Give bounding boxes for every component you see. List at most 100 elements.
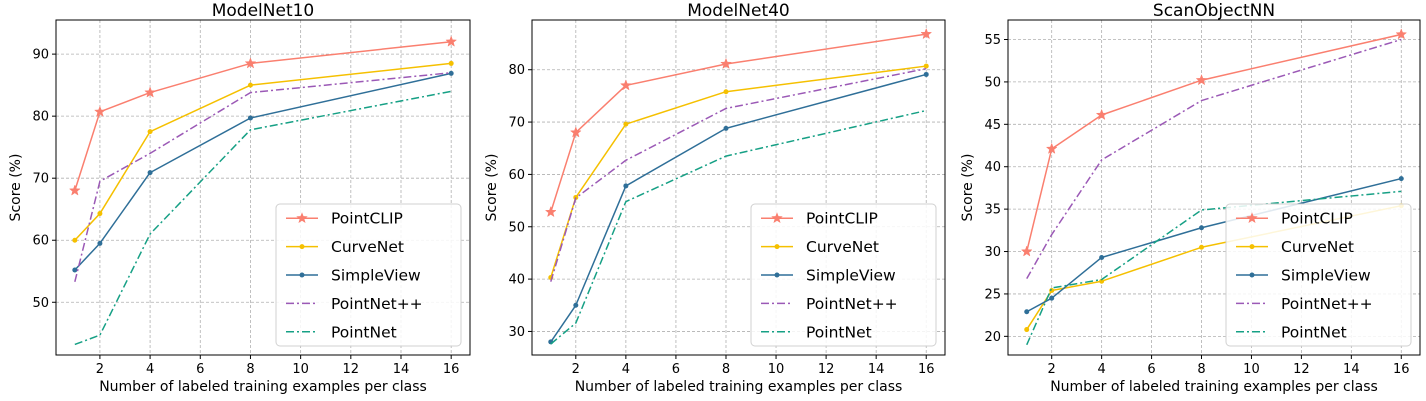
data-point [448, 70, 454, 76]
y-tick-label: 80 [508, 63, 525, 78]
x-tick-label: 10 [1243, 362, 1260, 377]
axes-frame [531, 19, 946, 356]
legend: PointCLIP CurveNet SimpleView PointNet++ Poi… [750, 203, 937, 347]
legend-label: SimpleView [1281, 267, 1371, 285]
x-tick-label: 2 [1048, 362, 1056, 377]
y-tick-label: 55 [984, 33, 1001, 48]
data-point [445, 35, 458, 47]
legend: PointCLIP CurveNet SimpleView PointNet++ Poi… [275, 203, 462, 347]
x-axis-label: Number of labeled training examples per … [1050, 379, 1378, 395]
legend-label: PointNet [806, 323, 872, 341]
legend: PointCLIP CurveNet SimpleView PointNet++ Poi… [1225, 203, 1412, 347]
data-point [1199, 244, 1205, 250]
chart-panel-1: 2 4 6 8 10 12 14 16 50 60 70 80 90 ModelNet10 Number o… [8, 1, 471, 395]
x-tick-label: 12 [1293, 362, 1310, 377]
data-point [1099, 254, 1105, 260]
y-tick-label: 50 [32, 296, 49, 311]
x-tick-label: 10 [292, 362, 309, 377]
x-tick-label: 8 [1197, 362, 1205, 377]
legend-marker [771, 212, 783, 224]
data-point [68, 184, 81, 196]
data-point [720, 57, 732, 70]
x-tick-label: 8 [246, 362, 254, 377]
legend-marker [1249, 244, 1255, 250]
data-point [93, 105, 106, 117]
series-line-pointnetplusplus [74, 71, 452, 282]
legend-box [750, 203, 937, 347]
x-tick-label: 8 [722, 362, 730, 377]
x-tick-label: 2 [572, 362, 580, 377]
legend-label: PointCLIP [806, 210, 878, 228]
y-tick-label: 50 [984, 75, 1001, 90]
series-line-pointnet [550, 109, 927, 345]
data-point [1095, 108, 1108, 121]
axes-frame [55, 19, 471, 356]
data-point [544, 205, 557, 218]
data-point [244, 57, 257, 69]
legend-label: PointNet++ [331, 295, 423, 313]
data-point [97, 240, 103, 246]
x-tick-label: 10 [768, 362, 785, 377]
data-point [573, 302, 579, 308]
legend-marker [1249, 272, 1255, 278]
data-point [147, 129, 153, 135]
data-point [1024, 309, 1030, 315]
legend-label: SimpleView [806, 267, 896, 285]
y-tick-label: 45 [984, 118, 1001, 133]
y-tick-label: 25 [984, 287, 1001, 302]
data-point [619, 79, 632, 91]
data-point [72, 267, 78, 273]
data-point [1049, 295, 1055, 301]
x-tick-label: 4 [1097, 362, 1105, 377]
data-point [920, 27, 933, 40]
chart-title: ScanObjectNN [1153, 1, 1275, 21]
data-point [72, 237, 78, 243]
legend-label: CurveNet [331, 238, 404, 256]
data-point [1199, 225, 1205, 231]
chart-title: ModelNet40 [687, 1, 790, 21]
x-axis-label: Number of labeled training examples per … [575, 379, 903, 395]
legend-marker [299, 244, 305, 250]
y-axis-label: Score (%) [484, 154, 500, 222]
data-point [623, 183, 629, 189]
y-tick-label: 40 [984, 160, 1001, 175]
data-point [1020, 245, 1033, 257]
x-tick-label: 16 [918, 362, 935, 377]
data-point [448, 60, 454, 66]
legend-marker [296, 212, 308, 224]
y-tick-label: 90 [32, 48, 49, 63]
legend-label: SimpleView [331, 267, 421, 285]
chart-panel-2: 2 4 6 8 10 12 14 16 30 40 50 60 70 80 ModelNet40 Number… [484, 1, 946, 395]
legend-label: PointNet++ [806, 295, 898, 313]
y-axis-label: Score (%) [8, 154, 24, 222]
data-point [97, 211, 103, 217]
data-point [1395, 28, 1408, 40]
data-point [723, 89, 729, 95]
x-tick-label: 14 [868, 362, 885, 377]
series-line-pointnetplusplus [1026, 38, 1402, 280]
legend-label: PointCLIP [1281, 210, 1353, 228]
data-point [1024, 327, 1030, 333]
x-tick-label: 2 [96, 362, 104, 377]
x-tick-label: 16 [1393, 362, 1410, 377]
legend-label: PointNet++ [1281, 295, 1373, 313]
y-axis-label: Score (%) [960, 154, 976, 222]
y-tick-label: 70 [508, 116, 525, 131]
legend-label: PointCLIP [331, 210, 403, 228]
data-point [1099, 278, 1105, 284]
y-tick-label: 30 [508, 325, 525, 340]
x-tick-label: 6 [1147, 362, 1155, 377]
x-tick-label: 4 [622, 362, 630, 377]
data-point [569, 126, 582, 138]
data-point [247, 115, 253, 121]
data-point [1195, 74, 1208, 86]
series-line-pointnet [1026, 190, 1402, 346]
legend-label: CurveNet [806, 238, 879, 256]
chart-panel-3: 2 4 6 8 10 12 14 16 20 25 30 35 40 45 50 55 ScanObjectNN… [960, 1, 1421, 395]
y-tick-label: 35 [984, 203, 1001, 218]
legend-marker [774, 244, 780, 250]
legend-marker [774, 272, 780, 278]
x-tick-label: 12 [343, 362, 360, 377]
y-tick-label: 50 [508, 220, 525, 235]
